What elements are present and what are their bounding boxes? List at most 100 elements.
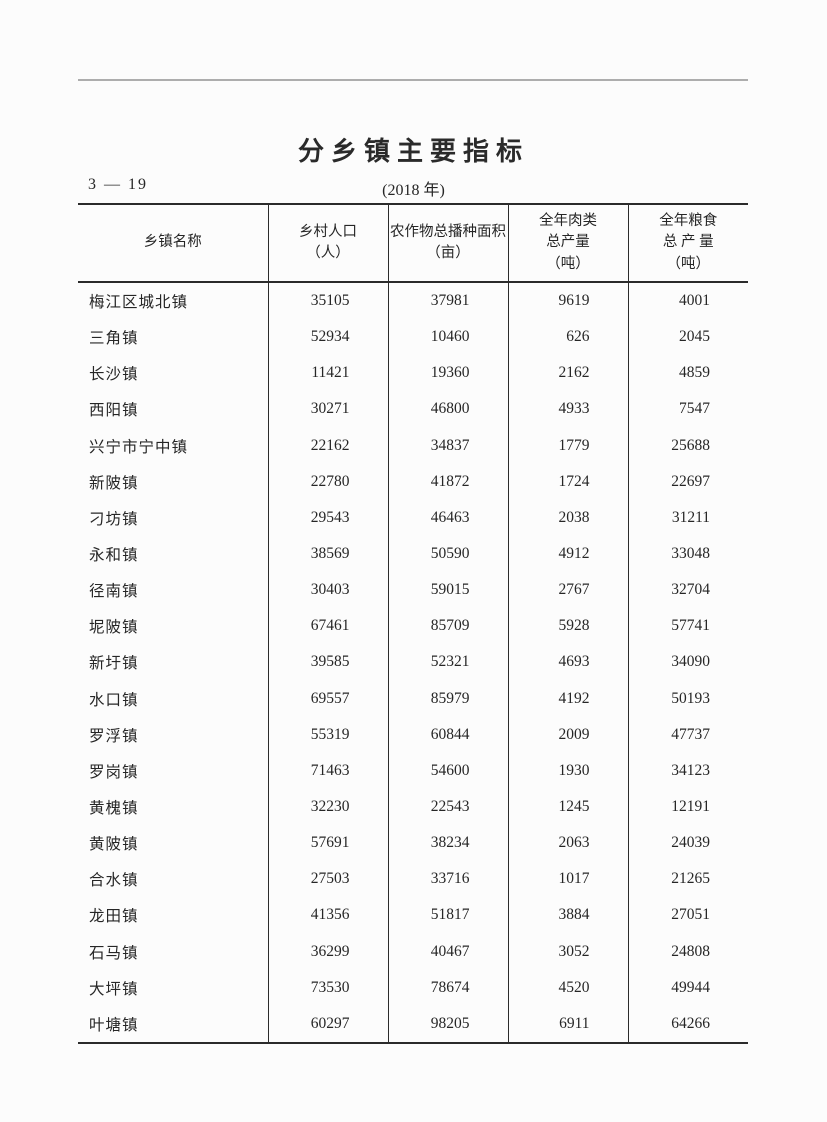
- value-cell: 34123: [627, 752, 748, 789]
- value-cell: 30271: [267, 391, 388, 428]
- value-cell: 32704: [627, 572, 748, 609]
- value-cell: 2045: [627, 319, 748, 356]
- table-row: 刁坊镇 29543 46463 2038 31211: [78, 499, 748, 536]
- town-name-cell: 大坪镇: [89, 980, 139, 998]
- value-cell: 3884: [507, 897, 628, 934]
- value-cell: 85709: [387, 608, 508, 645]
- value-cell: 35105: [267, 282, 388, 320]
- value-cell: 4192: [507, 680, 628, 717]
- column-header-meat-output: 全年肉类 总产量 （吨）: [507, 204, 628, 283]
- value-cell: 46800: [387, 391, 508, 428]
- value-cell: 4859: [627, 355, 748, 392]
- table-row: 罗浮镇 55319 60844 2009 47737: [78, 716, 748, 753]
- table-header-row: 乡镇名称 乡村人口 （人） 农作物总播种面积 （亩） 全年肉类 总产量 （吨） …: [78, 204, 748, 283]
- table-row: 三角镇 52934 10460 626 2045: [78, 319, 748, 356]
- value-cell: 57691: [267, 825, 388, 862]
- value-cell: 50193: [627, 680, 748, 717]
- column-header-population: 乡村人口 （人）: [267, 204, 388, 283]
- town-name-cell: 西阳镇: [89, 402, 139, 420]
- town-name-cell: 新圩镇: [89, 655, 139, 673]
- value-cell: 6911: [507, 1005, 628, 1043]
- town-name-cell: 长沙镇: [89, 366, 139, 384]
- town-name-cell: 叶塘镇: [89, 1016, 139, 1034]
- town-name-cell: 黄槐镇: [89, 800, 139, 818]
- value-cell: 2009: [507, 716, 628, 753]
- value-cell: 37981: [387, 282, 508, 320]
- town-name-cell: 新陂镇: [89, 474, 139, 492]
- table-row: 大坪镇 73530 78674 4520 49944: [78, 969, 748, 1006]
- town-name-cell: 永和镇: [89, 547, 139, 565]
- value-cell: 21265: [627, 861, 748, 898]
- value-cell: 626: [507, 319, 628, 356]
- value-cell: 30403: [267, 572, 388, 609]
- value-cell: 11421: [267, 355, 388, 392]
- town-name-cell: 兴宁市宁中镇: [89, 438, 189, 456]
- value-cell: 24039: [627, 825, 748, 862]
- value-cell: 85979: [387, 680, 508, 717]
- value-cell: 60297: [267, 1005, 388, 1043]
- table-row: 坭陂镇 67461 85709 5928 57741: [78, 608, 748, 645]
- value-cell: 36299: [267, 933, 388, 970]
- value-cell: 7547: [627, 391, 748, 428]
- value-cell: 27503: [267, 861, 388, 898]
- value-cell: 29543: [267, 499, 388, 536]
- table-row: 黄槐镇 32230 22543 1245 12191: [78, 788, 748, 826]
- column-header-grain-output: 全年粮食 总 产 量 （吨）: [627, 204, 748, 283]
- value-cell: 50590: [387, 535, 508, 573]
- value-cell: 39585: [267, 644, 388, 681]
- town-name-cell: 坭陂镇: [89, 619, 139, 637]
- value-cell: 1724: [507, 463, 628, 500]
- value-cell: 3052: [507, 933, 628, 970]
- value-cell: 38569: [267, 535, 388, 573]
- table-row: 西阳镇 30271 46800 4933 7547: [78, 391, 748, 428]
- value-cell: 98205: [387, 1005, 508, 1043]
- value-cell: 31211: [627, 499, 748, 536]
- value-cell: 22543: [387, 788, 508, 826]
- table-row: 长沙镇 11421 19360 2162 4859: [78, 355, 748, 392]
- value-cell: 9619: [507, 282, 628, 320]
- page-header-rule: [78, 79, 748, 81]
- value-cell: 33048: [627, 535, 748, 573]
- value-cell: 49944: [627, 969, 748, 1006]
- town-name-cell: 径南镇: [89, 583, 139, 601]
- table-row: 永和镇 38569 50590 4912 33048: [78, 535, 748, 573]
- town-name-cell: 石马镇: [89, 944, 139, 962]
- table-row: 新陂镇 22780 41872 1724 22697: [78, 463, 748, 500]
- value-cell: 4933: [507, 391, 628, 428]
- town-name-cell: 梅江区城北镇: [89, 294, 189, 312]
- table-row: 合水镇 27503 33716 1017 21265: [78, 861, 748, 898]
- value-cell: 59015: [387, 572, 508, 609]
- value-cell: 46463: [387, 499, 508, 536]
- value-cell: 12191: [627, 788, 748, 826]
- value-cell: 52934: [267, 319, 388, 356]
- value-cell: 41356: [267, 897, 388, 934]
- value-cell: 40467: [387, 933, 508, 970]
- header-unit: （亩）: [426, 245, 470, 261]
- town-name-cell: 水口镇: [89, 691, 139, 709]
- value-cell: 1930: [507, 752, 628, 789]
- value-cell: 5928: [507, 608, 628, 645]
- value-cell: 33716: [387, 861, 508, 898]
- value-cell: 60844: [387, 716, 508, 753]
- value-cell: 1245: [507, 788, 628, 826]
- value-cell: 47737: [627, 716, 748, 753]
- value-cell: 4001: [627, 282, 748, 320]
- town-name-cell: 三角镇: [89, 330, 139, 348]
- table-row: 径南镇 30403 59015 2767 32704: [78, 572, 748, 609]
- table-header: 乡镇名称 乡村人口 （人） 农作物总播种面积 （亩） 全年肉类 总产量 （吨） …: [78, 204, 748, 283]
- town-name-cell: 罗岗镇: [89, 763, 139, 781]
- value-cell: 27051: [627, 897, 748, 934]
- header-unit: （吨）: [666, 255, 711, 272]
- table-code: 3 — 19: [88, 176, 148, 193]
- value-cell: 4912: [507, 535, 628, 573]
- value-cell: 24808: [627, 933, 748, 970]
- header-line: 全年粮食: [659, 213, 718, 230]
- header-line: 农作物总播种面积: [390, 223, 506, 240]
- table-row: 新圩镇 39585 52321 4693 34090: [78, 644, 748, 681]
- value-cell: 34837: [387, 427, 508, 464]
- statistics-table: 乡镇名称 乡村人口 （人） 农作物总播种面积 （亩） 全年肉类 总产量 （吨） …: [78, 203, 748, 1044]
- value-cell: 22697: [627, 463, 748, 500]
- column-header-sown-area: 农作物总播种面积 （亩）: [387, 204, 508, 283]
- value-cell: 54600: [387, 752, 508, 789]
